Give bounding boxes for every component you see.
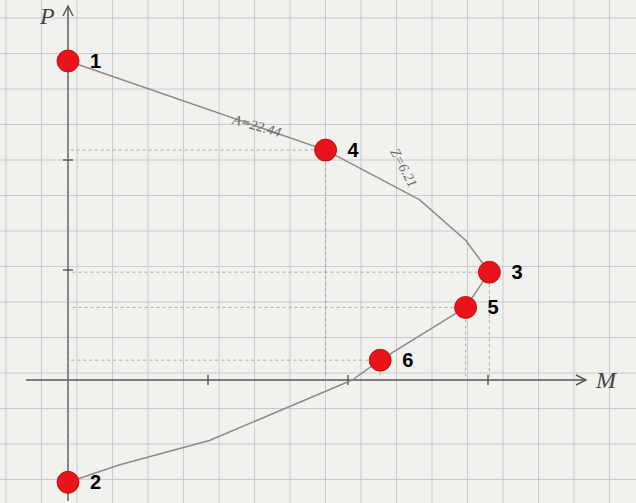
paper-line bbox=[254, 0, 255, 503]
helper-line bbox=[489, 272, 490, 380]
helper-line bbox=[68, 380, 69, 482]
paper-line bbox=[609, 0, 610, 503]
point bbox=[455, 296, 477, 318]
x-axis-arrow bbox=[576, 375, 586, 385]
paper-line bbox=[361, 0, 362, 503]
point-labels: 1 2 3 4 5 6 bbox=[90, 50, 523, 493]
paper-line bbox=[112, 0, 113, 503]
paper-line bbox=[0, 160, 636, 161]
graph-paper bbox=[0, 0, 636, 503]
paper-line bbox=[41, 0, 42, 503]
paper-line bbox=[538, 0, 539, 503]
point-label: 2 bbox=[90, 471, 101, 493]
helper-line bbox=[68, 360, 380, 361]
helper-line bbox=[68, 150, 326, 151]
plot-area bbox=[57, 50, 500, 493]
x-tick bbox=[487, 375, 488, 385]
point-label: 1 bbox=[90, 50, 101, 72]
annotation: A=22.44 bbox=[230, 112, 283, 140]
paper-line bbox=[0, 195, 636, 196]
paper-line bbox=[396, 0, 397, 503]
paper-line bbox=[0, 266, 636, 267]
y-axis-arrow bbox=[63, 6, 73, 16]
y-axis-title: P bbox=[39, 3, 55, 29]
paper-line bbox=[0, 337, 636, 338]
annotation: Z=6.21 bbox=[387, 146, 420, 190]
chart-svg: P M 1 2 3 4 5 6 A=22.44 Z=6.21 bbox=[0, 0, 636, 503]
paper-line bbox=[0, 231, 636, 232]
point-label: 4 bbox=[348, 139, 360, 161]
point-label: 3 bbox=[511, 261, 522, 283]
y-tick bbox=[63, 269, 73, 270]
helper-line bbox=[68, 307, 466, 308]
point-label: 6 bbox=[402, 349, 413, 371]
paper-line bbox=[77, 0, 78, 503]
point bbox=[57, 471, 79, 493]
paper-line bbox=[0, 408, 636, 409]
paper-line bbox=[0, 18, 636, 19]
point bbox=[369, 349, 391, 371]
helper-line bbox=[68, 272, 489, 273]
helper-line bbox=[325, 150, 326, 380]
paper-line bbox=[467, 0, 468, 503]
paper-line bbox=[6, 0, 7, 503]
x-tick bbox=[347, 375, 348, 385]
paper-line bbox=[290, 0, 291, 503]
paper-line bbox=[432, 0, 433, 503]
paper-line bbox=[219, 0, 220, 503]
paper-line bbox=[0, 373, 636, 374]
chart-root: P M 1 2 3 4 5 6 A=22.44 Z=6.21 bbox=[0, 0, 636, 503]
paper-line bbox=[0, 89, 636, 90]
paper-line bbox=[0, 444, 636, 445]
point bbox=[478, 261, 500, 283]
x-axis-title: M bbox=[595, 367, 618, 393]
paper-line bbox=[0, 124, 636, 125]
paper-line bbox=[325, 0, 326, 503]
paper-line bbox=[148, 0, 149, 503]
x-tick bbox=[207, 375, 208, 385]
curve bbox=[68, 61, 489, 482]
helper-line bbox=[68, 61, 69, 380]
y-axis bbox=[67, 6, 68, 501]
point bbox=[315, 139, 337, 161]
x-axis bbox=[26, 379, 586, 380]
point bbox=[57, 50, 79, 72]
point-label: 5 bbox=[488, 296, 499, 318]
paper-line bbox=[574, 0, 575, 503]
paper-line bbox=[183, 0, 184, 503]
paper-line bbox=[0, 302, 636, 303]
paper-line bbox=[503, 0, 504, 503]
